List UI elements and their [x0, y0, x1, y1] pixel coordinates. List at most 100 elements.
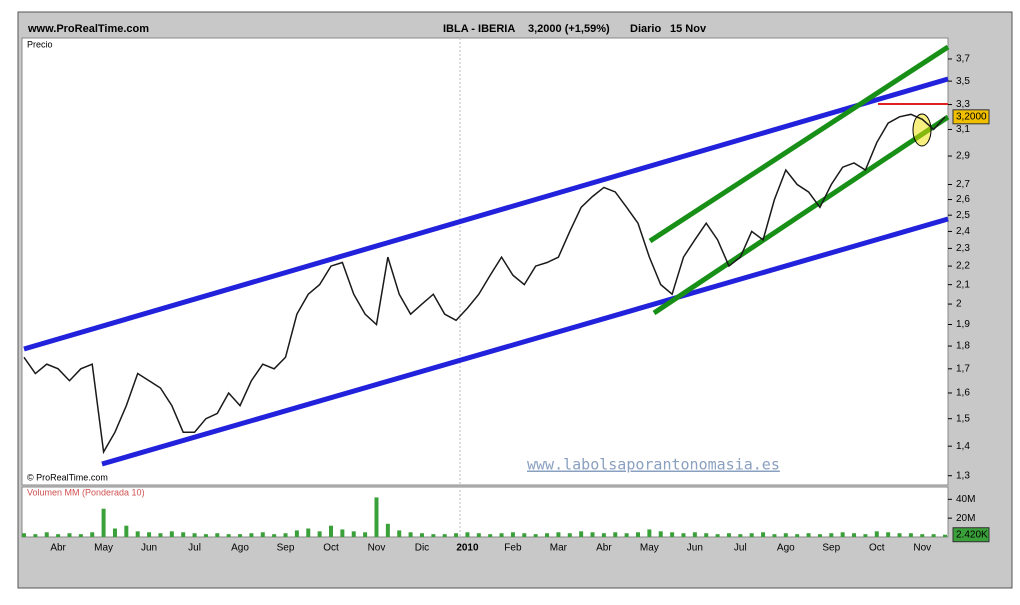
volume-bar — [670, 532, 675, 537]
volume-bar — [761, 532, 766, 537]
volume-bar — [897, 533, 902, 537]
y-tick-label: 2,9 — [956, 151, 970, 162]
volume-bar — [920, 534, 925, 537]
volume-bar — [465, 532, 470, 537]
volume-bar — [192, 533, 197, 537]
x-tick-label: Sep — [277, 543, 295, 554]
x-tick-label: Nov — [368, 543, 386, 554]
volume-bar — [363, 532, 368, 537]
volume-bar — [806, 533, 811, 537]
volume-bar — [840, 532, 845, 537]
ticker: IBLA - IBERIA — [443, 23, 515, 35]
volume-bar — [431, 534, 436, 537]
volume-bar — [351, 531, 356, 537]
volume-bar — [385, 523, 390, 537]
volume-bar — [67, 533, 72, 537]
volume-bar — [681, 533, 686, 537]
y-tick-label: 2 — [956, 299, 962, 310]
x-tick-label: May — [640, 543, 659, 554]
volume-bar — [601, 533, 606, 537]
volume-bar — [863, 534, 868, 537]
volume-bar — [749, 533, 754, 537]
last-value-label: 2.420K — [956, 529, 988, 540]
volume-bar — [215, 533, 220, 537]
y-tick-label: 2,4 — [956, 226, 970, 237]
x-tick-label: Jul — [188, 543, 201, 554]
volume-bar — [943, 534, 947, 537]
last-value-box — [952, 109, 990, 125]
volume-bar — [101, 508, 106, 537]
volume-bar — [238, 534, 243, 537]
plot: 1,3 1,4 1,5 1,6 1,7 1,8 1,9 2 2,1 2,2 2,3 2,4 2,5 2,6… — [22, 54, 990, 554]
volume-bar — [283, 533, 288, 537]
y-tick-label: 1,9 — [956, 319, 970, 330]
volume-bar — [397, 530, 402, 537]
site-name: www.ProRealTime.com — [27, 23, 149, 35]
y-label: Precio — [27, 39, 53, 49]
y-tick-label: 2,5 — [956, 210, 970, 221]
volume-bar — [590, 532, 595, 537]
y-tick-label: 1,8 — [956, 341, 970, 352]
volume-bar — [454, 533, 459, 537]
volume-bar — [124, 525, 129, 537]
x-tick-label: Ago — [777, 543, 795, 554]
volume-bar — [704, 533, 709, 537]
y-tick-label: 20M — [956, 513, 975, 524]
volume-bar — [852, 533, 857, 537]
volume-bar — [147, 532, 152, 537]
y-tick-label: 2,3 — [956, 243, 970, 254]
y-tick-label: 3,7 — [956, 54, 970, 65]
x-tick-label: Dic — [415, 543, 429, 554]
volume-bar — [306, 528, 311, 537]
x-tick-label: Jun — [687, 543, 703, 554]
volume-bar — [44, 532, 49, 537]
y-tick-label: 3,5 — [956, 76, 970, 87]
volume-bar — [488, 534, 493, 537]
volume-bar — [579, 531, 584, 537]
volume-bar — [476, 533, 481, 537]
volume-bar — [158, 533, 163, 537]
copyright: © ProRealTime.com — [27, 472, 108, 482]
volume-bar — [567, 533, 572, 537]
volume-bar — [556, 532, 561, 537]
volume-bar — [340, 529, 345, 537]
volume-panel — [21, 486, 949, 538]
volume-title: Volumen MM (Ponderada 10) — [27, 487, 145, 497]
volume-bar — [817, 534, 822, 537]
volume-bar — [533, 534, 538, 537]
volume-bar — [636, 532, 640, 537]
x-tick-label: Jul — [734, 543, 747, 554]
volume-bar — [33, 534, 38, 537]
y-tick-label: 2,2 — [956, 261, 970, 272]
volume-bar — [738, 534, 743, 537]
volume-bar — [624, 533, 629, 537]
volume-bar — [135, 531, 140, 537]
volume-bar — [78, 534, 83, 537]
volume-bar — [692, 532, 697, 537]
y-tick-label: 1,5 — [956, 413, 970, 424]
volume-bar — [56, 534, 61, 537]
volume-bar — [613, 532, 618, 537]
x-tick-label: Oct — [869, 543, 885, 554]
volume-bar — [203, 534, 208, 537]
period: Diario — [630, 23, 661, 35]
x-tick-label: Abr — [50, 543, 66, 554]
volume-bar — [499, 533, 504, 537]
x-tick-label: Sep — [822, 543, 840, 554]
volume-bar — [226, 534, 231, 537]
y-tick-label: 1,3 — [956, 470, 970, 481]
volume-bar — [726, 533, 731, 537]
volume-bar — [442, 534, 447, 537]
x-tick-label: Oct — [323, 543, 339, 554]
watermark: www.labolsaporantonomasia.es — [527, 456, 780, 474]
volume-bar — [408, 532, 413, 537]
x-tick-label: Nov — [913, 543, 931, 554]
date: 15 Nov — [670, 23, 707, 35]
volume-bar — [419, 533, 424, 537]
volume-bar — [658, 531, 663, 537]
price-line — [23, 113, 946, 455]
y-tick-label: 1,7 — [956, 363, 970, 374]
price-change: 3,2000 (+1,59%) — [528, 23, 610, 35]
volume-bar — [272, 534, 277, 537]
